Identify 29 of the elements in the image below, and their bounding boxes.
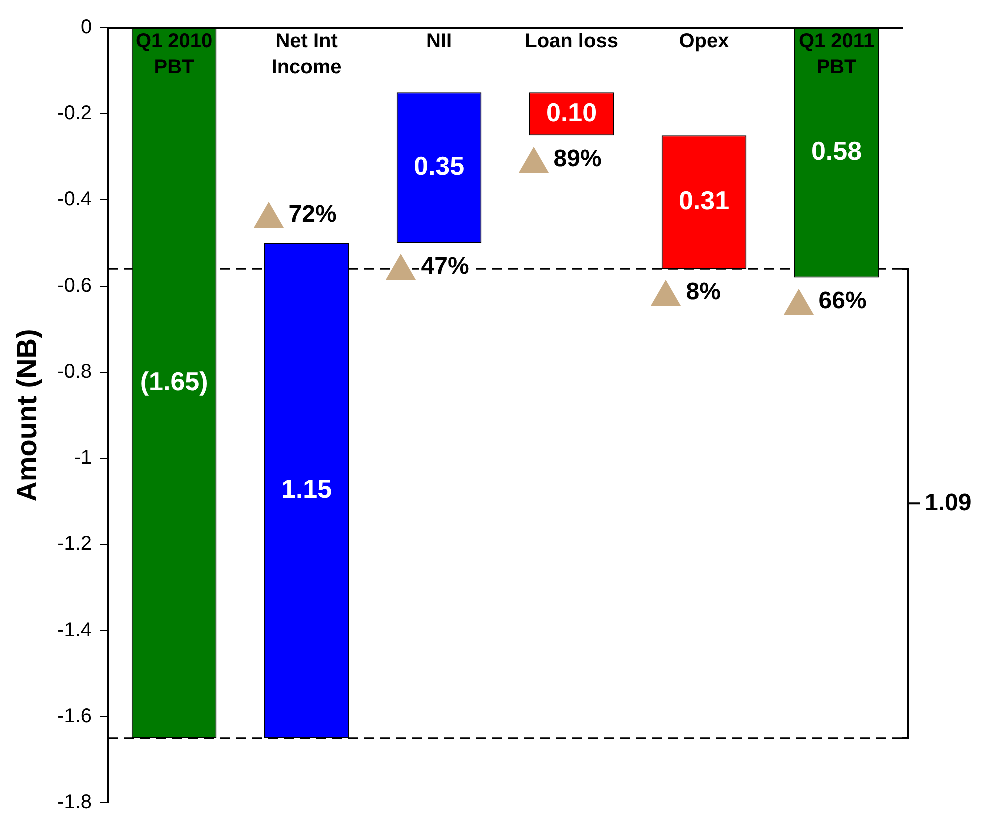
y-tick-label: -1.6 (58, 705, 92, 728)
y-tick-label: -1.8 (58, 792, 92, 814)
x-tick-label: Q1 2010 PBT (136, 30, 213, 79)
annotation: 66% (818, 287, 867, 314)
y-tick-label: 0 (80, 16, 92, 39)
x-tick-label: NII (426, 30, 452, 53)
y-tick-label: -0.6 (58, 274, 92, 297)
y-tick-label: -1.2 (58, 533, 92, 556)
y-tick-label: -0.8 (58, 360, 92, 383)
data-label: 0.35 (414, 151, 465, 182)
data-label: 0.58 (811, 136, 862, 166)
y-tick-label: -0.4 (58, 188, 92, 211)
x-tick-label: Opex (679, 30, 730, 53)
y-tick-label: -1.4 (58, 619, 92, 642)
y-axis-title: Amount (NB) (12, 329, 43, 502)
annotation: 8% (686, 278, 721, 306)
text: 1.09 (925, 489, 972, 516)
x-tick-label: Q1 2011 PBT (798, 30, 875, 79)
annotation: 72% (288, 200, 337, 228)
data-label: (1.65) (140, 366, 208, 396)
data-label: 0.10 (546, 97, 598, 128)
y-tick-label: -0.2 (58, 102, 92, 125)
annotation: 89% (554, 145, 602, 172)
y-tick-label: -1 (74, 447, 92, 470)
data-label: 1.15 (281, 474, 332, 504)
x-tick-label: Loan loss (525, 30, 618, 53)
data-label: 0.31 (678, 186, 730, 216)
x-tick-label: Net Int Income (272, 30, 342, 79)
annotation: 47% (421, 252, 470, 280)
